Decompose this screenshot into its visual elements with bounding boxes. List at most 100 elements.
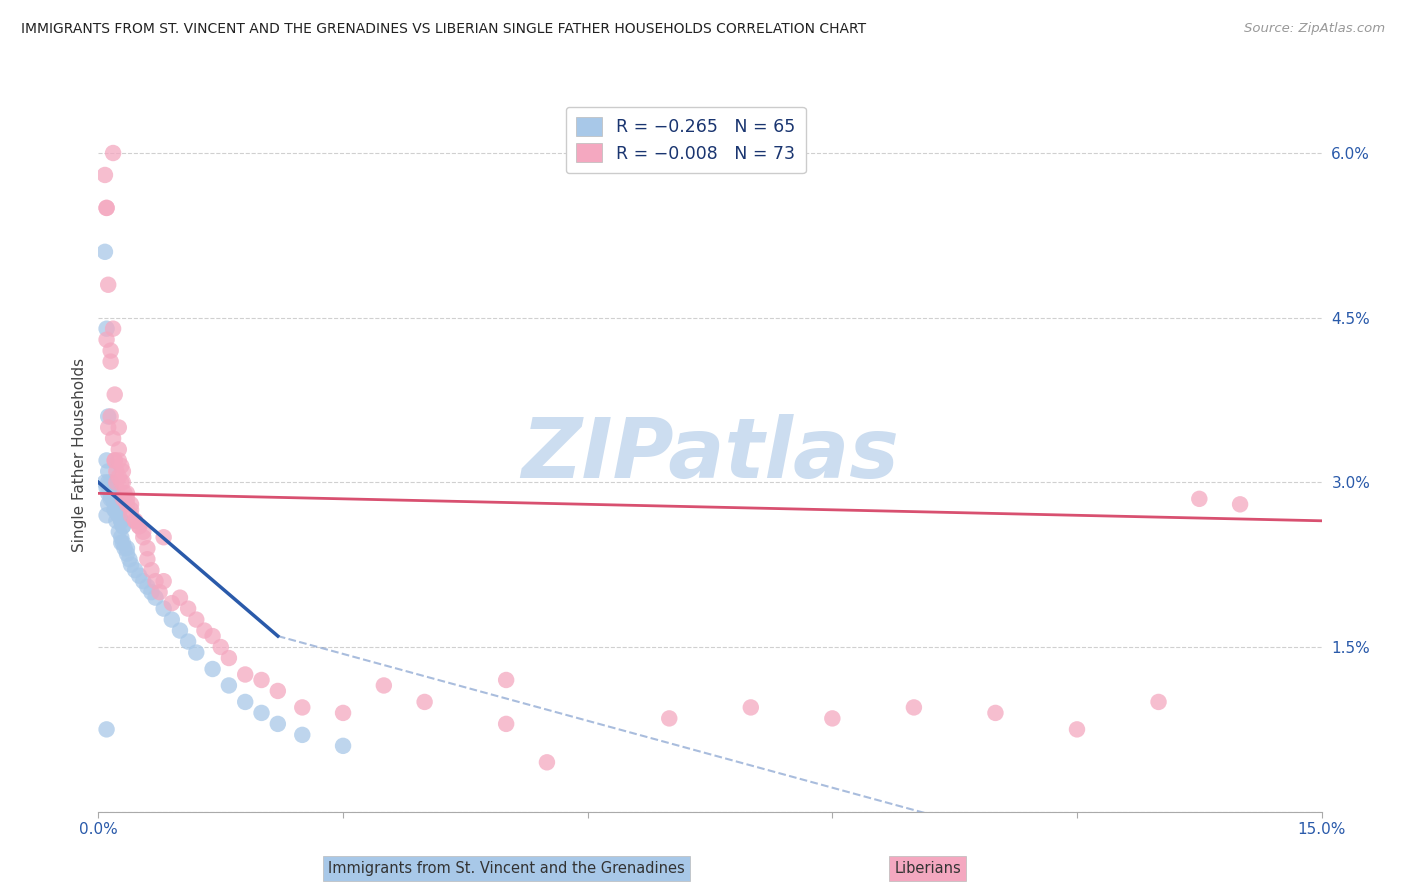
- Point: [118, 552, 141, 566]
- Point: [145, 591, 167, 605]
- Point: [108, 508, 131, 523]
- Point: [186, 646, 208, 660]
- Point: [141, 563, 163, 577]
- Text: Source: ZipAtlas.com: Source: ZipAtlas.com: [1244, 22, 1385, 36]
- Point: [267, 717, 290, 731]
- Point: [1147, 695, 1170, 709]
- Point: [101, 486, 124, 500]
- Point: [108, 524, 131, 539]
- Point: [110, 514, 132, 528]
- Point: [740, 700, 762, 714]
- Point: [104, 497, 127, 511]
- Point: [97, 277, 120, 292]
- Point: [169, 624, 191, 638]
- Point: [108, 508, 131, 523]
- Point: [124, 563, 146, 577]
- Point: [104, 453, 127, 467]
- Point: [111, 464, 134, 478]
- Point: [132, 524, 155, 539]
- Point: [110, 535, 132, 549]
- Point: [97, 420, 120, 434]
- Point: [658, 711, 681, 725]
- Point: [128, 519, 150, 533]
- Point: [108, 420, 131, 434]
- Point: [120, 508, 142, 523]
- Point: [114, 486, 136, 500]
- Text: Immigrants from St. Vincent and the Grenadines: Immigrants from St. Vincent and the Gren…: [328, 861, 685, 876]
- Point: [250, 673, 273, 687]
- Point: [201, 662, 224, 676]
- Point: [111, 475, 134, 490]
- Text: Liberians: Liberians: [894, 861, 962, 876]
- Point: [145, 574, 167, 589]
- Point: [111, 491, 134, 506]
- Point: [105, 464, 128, 478]
- Point: [152, 574, 174, 589]
- Point: [177, 634, 200, 648]
- Point: [97, 486, 120, 500]
- Point: [903, 700, 925, 714]
- Point: [201, 629, 224, 643]
- Point: [100, 343, 122, 358]
- Point: [136, 541, 159, 556]
- Point: [218, 651, 240, 665]
- Point: [111, 519, 134, 533]
- Point: [160, 596, 183, 610]
- Point: [821, 711, 844, 725]
- Point: [96, 321, 118, 335]
- Point: [100, 481, 122, 495]
- Point: [108, 497, 131, 511]
- Point: [104, 497, 127, 511]
- Point: [115, 541, 138, 556]
- Point: [101, 432, 124, 446]
- Point: [97, 409, 120, 424]
- Point: [233, 667, 256, 681]
- Point: [110, 514, 132, 528]
- Point: [128, 519, 150, 533]
- Point: [115, 497, 138, 511]
- Point: [110, 458, 132, 473]
- Point: [495, 717, 517, 731]
- Point: [141, 585, 163, 599]
- Y-axis label: Single Father Households: Single Father Households: [72, 358, 87, 552]
- Point: [96, 508, 118, 523]
- Point: [108, 442, 131, 457]
- Point: [1188, 491, 1211, 506]
- Point: [373, 678, 395, 692]
- Point: [111, 535, 134, 549]
- Point: [115, 491, 138, 506]
- Point: [136, 580, 159, 594]
- Point: [101, 491, 124, 506]
- Point: [108, 453, 131, 467]
- Point: [100, 486, 122, 500]
- Point: [104, 503, 127, 517]
- Point: [100, 354, 122, 368]
- Point: [136, 552, 159, 566]
- Point: [96, 481, 118, 495]
- Legend: R = −0.265   N = 65, R = −0.008   N = 73: R = −0.265 N = 65, R = −0.008 N = 73: [565, 107, 806, 173]
- Point: [124, 514, 146, 528]
- Point: [104, 503, 127, 517]
- Point: [233, 695, 256, 709]
- Point: [110, 530, 132, 544]
- Point: [111, 519, 134, 533]
- Point: [104, 453, 127, 467]
- Point: [250, 706, 273, 720]
- Point: [110, 514, 132, 528]
- Point: [100, 475, 122, 490]
- Point: [105, 503, 128, 517]
- Point: [149, 585, 172, 599]
- Point: [177, 601, 200, 615]
- Point: [120, 558, 142, 572]
- Point: [94, 168, 117, 182]
- Point: [101, 321, 124, 335]
- Point: [96, 723, 118, 737]
- Point: [115, 486, 138, 500]
- Point: [132, 574, 155, 589]
- Point: [100, 491, 122, 506]
- Point: [96, 201, 118, 215]
- Point: [984, 706, 1007, 720]
- Point: [114, 541, 136, 556]
- Point: [96, 333, 118, 347]
- Text: IMMIGRANTS FROM ST. VINCENT AND THE GRENADINES VS LIBERIAN SINGLE FATHER HOUSEHO: IMMIGRANTS FROM ST. VINCENT AND THE GREN…: [21, 22, 866, 37]
